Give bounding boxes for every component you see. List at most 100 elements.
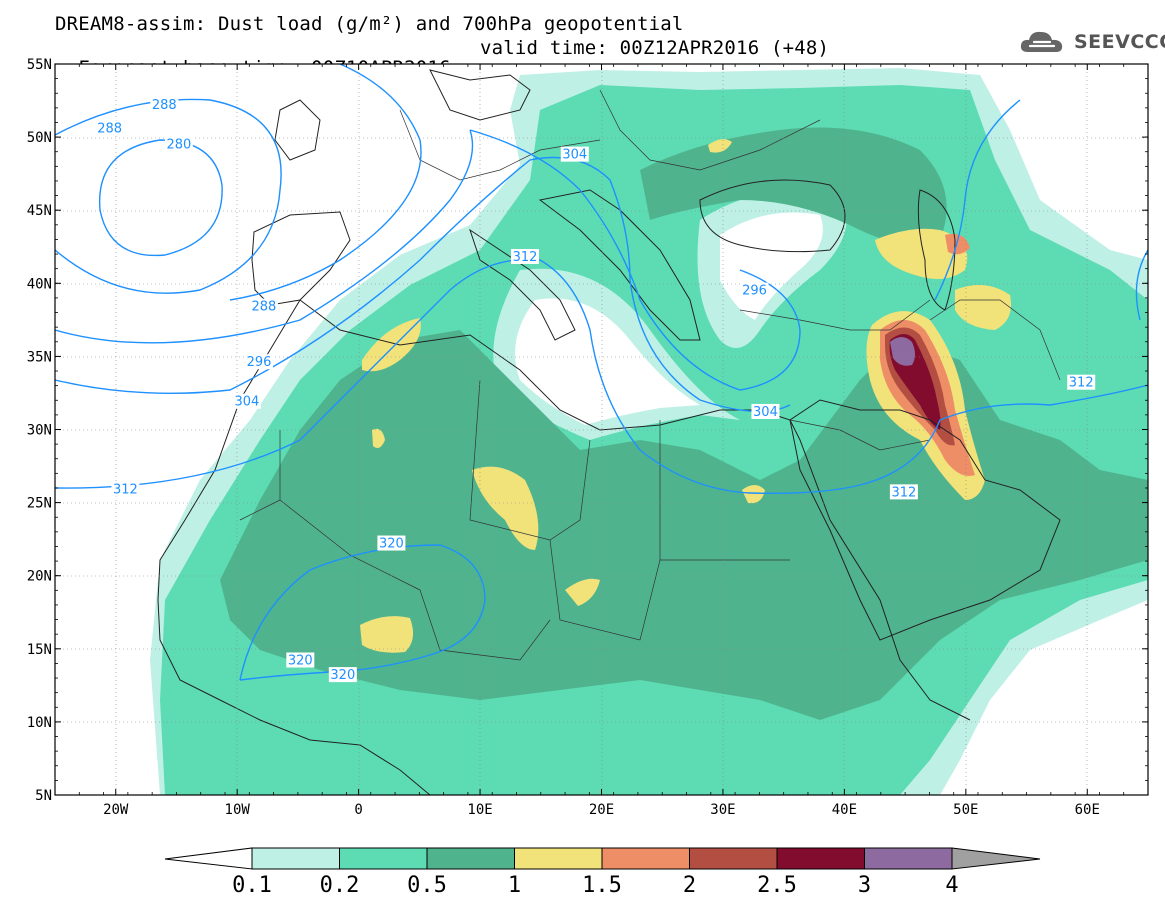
cloud-icon [1020, 31, 1063, 52]
dust-level-1-patch-e [742, 485, 765, 504]
border-europe-b [599, 89, 821, 171]
chart-title: DREAM8-assim: Dust load (g/m²) and 700hP… [55, 13, 684, 35]
lat-label-35N: 35N [27, 349, 52, 365]
lat-label-10N: 10N [27, 715, 52, 731]
colorbar-boxes [251, 847, 953, 870]
coast-atlantic-africa [157, 299, 431, 795]
dust-level-1-patch-g [708, 139, 732, 153]
contour-value: 320 [330, 668, 355, 683]
longitude-labels: 20W 10W 0 10E 20E 30E 40E 50E 60E [103, 802, 1100, 818]
colorbar-under-triangle [164, 847, 253, 870]
dust-shading [150, 68, 1148, 795]
colorbar-label-4: 4 [945, 873, 958, 898]
dust-level-0.5-east [640, 127, 947, 244]
lon-label-10E: 10E [467, 802, 492, 818]
contour-value: 320 [379, 537, 404, 552]
contour-value: 288 [152, 98, 177, 113]
lat-label-25N: 25N [27, 496, 52, 512]
contour-label-304: 304 [560, 146, 589, 163]
seevccc-logo: SEEVCCC [1018, 26, 1165, 58]
border-turkey [739, 299, 931, 331]
contour-value: 312 [113, 482, 138, 497]
lat-label-30N: 30N [27, 423, 52, 439]
dust-level-1-patch-f [372, 428, 385, 448]
contour-value: 312 [1069, 376, 1094, 391]
lon-label-20E: 20E [589, 802, 614, 818]
dust-level-1.5-caspian [945, 233, 970, 255]
contour-east [1135, 249, 1148, 321]
lon-label-50E: 50E [953, 802, 978, 818]
dust-level-3-iraq [890, 337, 915, 366]
lat-label-5N: 5N [35, 788, 52, 804]
contour-label-288: 288 [249, 298, 278, 315]
colorbar-label-2.5: 2.5 [757, 873, 797, 898]
contour-value: 296 [742, 284, 767, 299]
border-sahara-a [239, 430, 281, 521]
contour-label-312: 312 [510, 248, 539, 265]
lon-label-20W: 20W [103, 802, 129, 818]
contour-label-312: 312 [1067, 374, 1096, 391]
contour-label-320: 320 [286, 652, 315, 668]
contour-value: 288 [251, 300, 276, 315]
dust-level-1-patch-d [565, 578, 600, 606]
dust-level-1-patch-a [472, 466, 539, 550]
contour-304 [55, 156, 791, 413]
lat-label-40N: 40N [27, 276, 52, 292]
contour-value: 288 [97, 121, 122, 136]
colorbar-label-0.5: 0.5 [407, 873, 447, 898]
contour-value: 296 [247, 355, 272, 370]
border-chad [549, 539, 661, 641]
colorbar-over-triangle [951, 847, 1041, 870]
contour-label-280: 280 [164, 136, 193, 152]
coast-balkans [538, 189, 701, 341]
contour-label-312: 312 [111, 481, 140, 497]
dust-level-1-caspian [875, 228, 968, 279]
coast-uk [274, 99, 321, 161]
coast-blacksea [699, 179, 846, 253]
axis-ticks [54, 63, 1149, 796]
valid-time-label: valid time: 00Z12APR2016 (+48) [480, 37, 830, 59]
border-europe-a [399, 109, 601, 181]
contour-label-296: 296 [245, 354, 274, 370]
contour-label-296: 296 [740, 282, 769, 299]
colorbar-label-2: 2 [683, 873, 696, 898]
lon-label-40E: 40E [832, 802, 857, 818]
colorbar-label-0.1: 0.1 [232, 873, 272, 898]
contour-label-304: 304 [232, 393, 261, 410]
coast-iberia [251, 211, 351, 306]
contour-value: 280 [166, 137, 191, 152]
colorbar-box-0 [251, 847, 340, 870]
coast-scandinavia [429, 69, 531, 121]
contour-280 [98, 139, 223, 257]
border-iran [929, 299, 1061, 381]
contour-label-320: 320 [328, 667, 357, 683]
contour-value: 312 [513, 250, 538, 265]
contour-label-288: 288 [95, 120, 124, 136]
lat-label-50N: 50N [27, 130, 52, 146]
dust-level-1-caspian-east [955, 285, 1011, 330]
colorbar-box-3 [514, 847, 603, 870]
colorbar-box-2 [426, 847, 515, 870]
colorbar-box-5 [689, 847, 778, 870]
contour-value: 312 [891, 485, 916, 500]
colorbar-label-1: 1 [508, 873, 521, 898]
contour-label-320: 320 [377, 535, 406, 552]
colorbar-box-4 [601, 847, 690, 870]
contour-value: 320 [288, 653, 313, 668]
lon-label-0: 0 [354, 802, 362, 818]
country-borders [239, 89, 1061, 661]
contour-label-304: 304 [751, 403, 780, 420]
contour-label-312: 312 [889, 484, 918, 500]
contour-value: 304 [234, 395, 259, 410]
contour-296 [55, 129, 801, 391]
colorbar-box-7 [864, 847, 953, 870]
colorbar-label-1.5: 1.5 [582, 873, 622, 898]
colorbar-label-3: 3 [858, 873, 871, 898]
coast-arabia [789, 399, 1061, 641]
colorbar-box-6 [776, 847, 865, 870]
dust-gap-mediterranean-core [515, 298, 700, 425]
colorbar-labels: 0.1 0.2 0.5 1 1.5 2 2.5 3 4 [232, 873, 959, 898]
contour-value: 304 [562, 148, 587, 163]
dust-level-1-patch-b [360, 616, 414, 653]
